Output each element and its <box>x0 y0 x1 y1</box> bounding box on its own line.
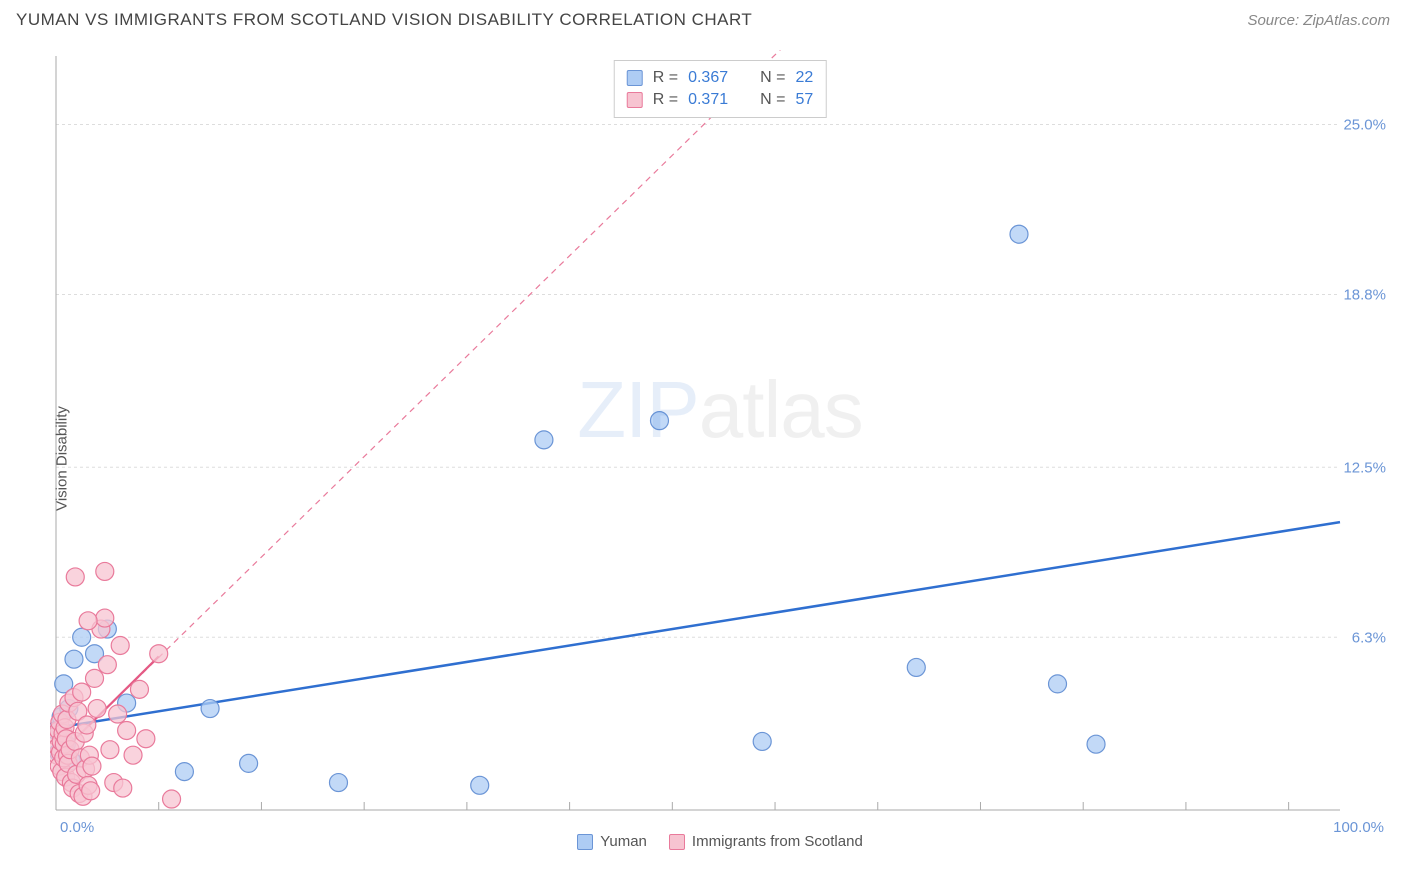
svg-text:12.5%: 12.5% <box>1343 459 1386 476</box>
svg-text:18.8%: 18.8% <box>1343 287 1386 304</box>
y-axis-label: Vision Disability <box>54 406 71 511</box>
chart-header: YUMAN VS IMMIGRANTS FROM SCOTLAND VISION… <box>0 0 1406 36</box>
n-value: 57 <box>795 91 813 109</box>
n-value: 22 <box>795 69 813 87</box>
stats-row-1: R = 0.367 N = 22 <box>627 67 814 89</box>
swatch-series-1 <box>577 834 593 850</box>
swatch-series-2 <box>627 92 643 108</box>
svg-text:25.0%: 25.0% <box>1343 117 1386 134</box>
swatch-series-1 <box>627 70 643 86</box>
swatch-series-2 <box>669 834 685 850</box>
legend-label: Immigrants from Scotland <box>692 833 863 850</box>
stats-legend: R = 0.367 N = 22 R = 0.371 N = 57 <box>614 60 827 118</box>
r-label: R = <box>653 91 678 109</box>
stats-row-2: R = 0.371 N = 57 <box>627 89 814 111</box>
svg-text:6.3%: 6.3% <box>1352 629 1386 646</box>
legend-item-1: Yuman <box>577 833 647 850</box>
scatter-chart: 6.3%12.5%18.8%25.0%0.0%100.0% <box>50 50 1390 850</box>
r-value: 0.371 <box>688 91 728 109</box>
n-label: N = <box>760 69 785 87</box>
chart-title: YUMAN VS IMMIGRANTS FROM SCOTLAND VISION… <box>16 10 752 30</box>
chart-source: Source: ZipAtlas.com <box>1247 12 1390 29</box>
n-label: N = <box>760 91 785 109</box>
chart-container: Vision Disability 6.3%12.5%18.8%25.0%0.0… <box>50 50 1390 850</box>
legend-item-2: Immigrants from Scotland <box>669 833 863 850</box>
r-value: 0.367 <box>688 69 728 87</box>
series-legend: Yuman Immigrants from Scotland <box>50 833 1390 850</box>
legend-label: Yuman <box>600 833 647 850</box>
r-label: R = <box>653 69 678 87</box>
